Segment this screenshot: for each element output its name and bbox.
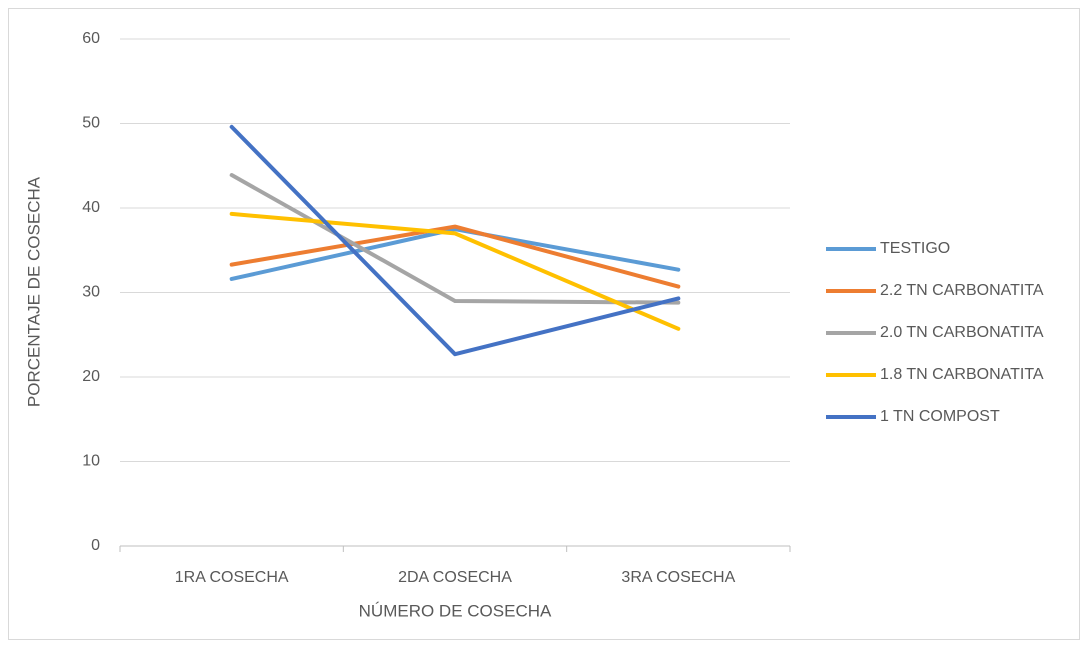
legend-label: TESTIGO bbox=[880, 240, 950, 257]
y-tick-label: 30 bbox=[82, 284, 100, 301]
series-line bbox=[229, 173, 681, 305]
y-tick-label: 60 bbox=[82, 30, 100, 47]
y-tick-label: 20 bbox=[82, 368, 100, 385]
series-line bbox=[229, 227, 681, 281]
y-tick-label: 0 bbox=[91, 537, 100, 554]
y-tick-label: 40 bbox=[82, 199, 100, 216]
series-line bbox=[229, 124, 681, 357]
x-tick-label: 1RA COSECHA bbox=[175, 569, 289, 586]
legend-label: 2.2 TN CARBONATITA bbox=[880, 282, 1044, 299]
y-tick-label: 50 bbox=[82, 115, 100, 132]
legend-label: 1.8 TN CARBONATITA bbox=[880, 366, 1044, 383]
x-tick-label: 2DA COSECHA bbox=[398, 569, 512, 586]
chart-frame bbox=[8, 8, 1080, 640]
y-axis-title: PORCENTAJE DE COSECHA bbox=[24, 176, 43, 407]
legend-label: 2.0 TN CARBONATITA bbox=[880, 324, 1044, 341]
legend-label: 1 TN COMPOST bbox=[880, 408, 1000, 425]
x-axis-title: NÚMERO DE COSECHA bbox=[359, 601, 552, 620]
series-line bbox=[229, 211, 681, 331]
y-tick-label: 10 bbox=[82, 453, 100, 470]
x-tick-label: 3RA COSECHA bbox=[621, 569, 735, 586]
series-line bbox=[229, 224, 681, 289]
